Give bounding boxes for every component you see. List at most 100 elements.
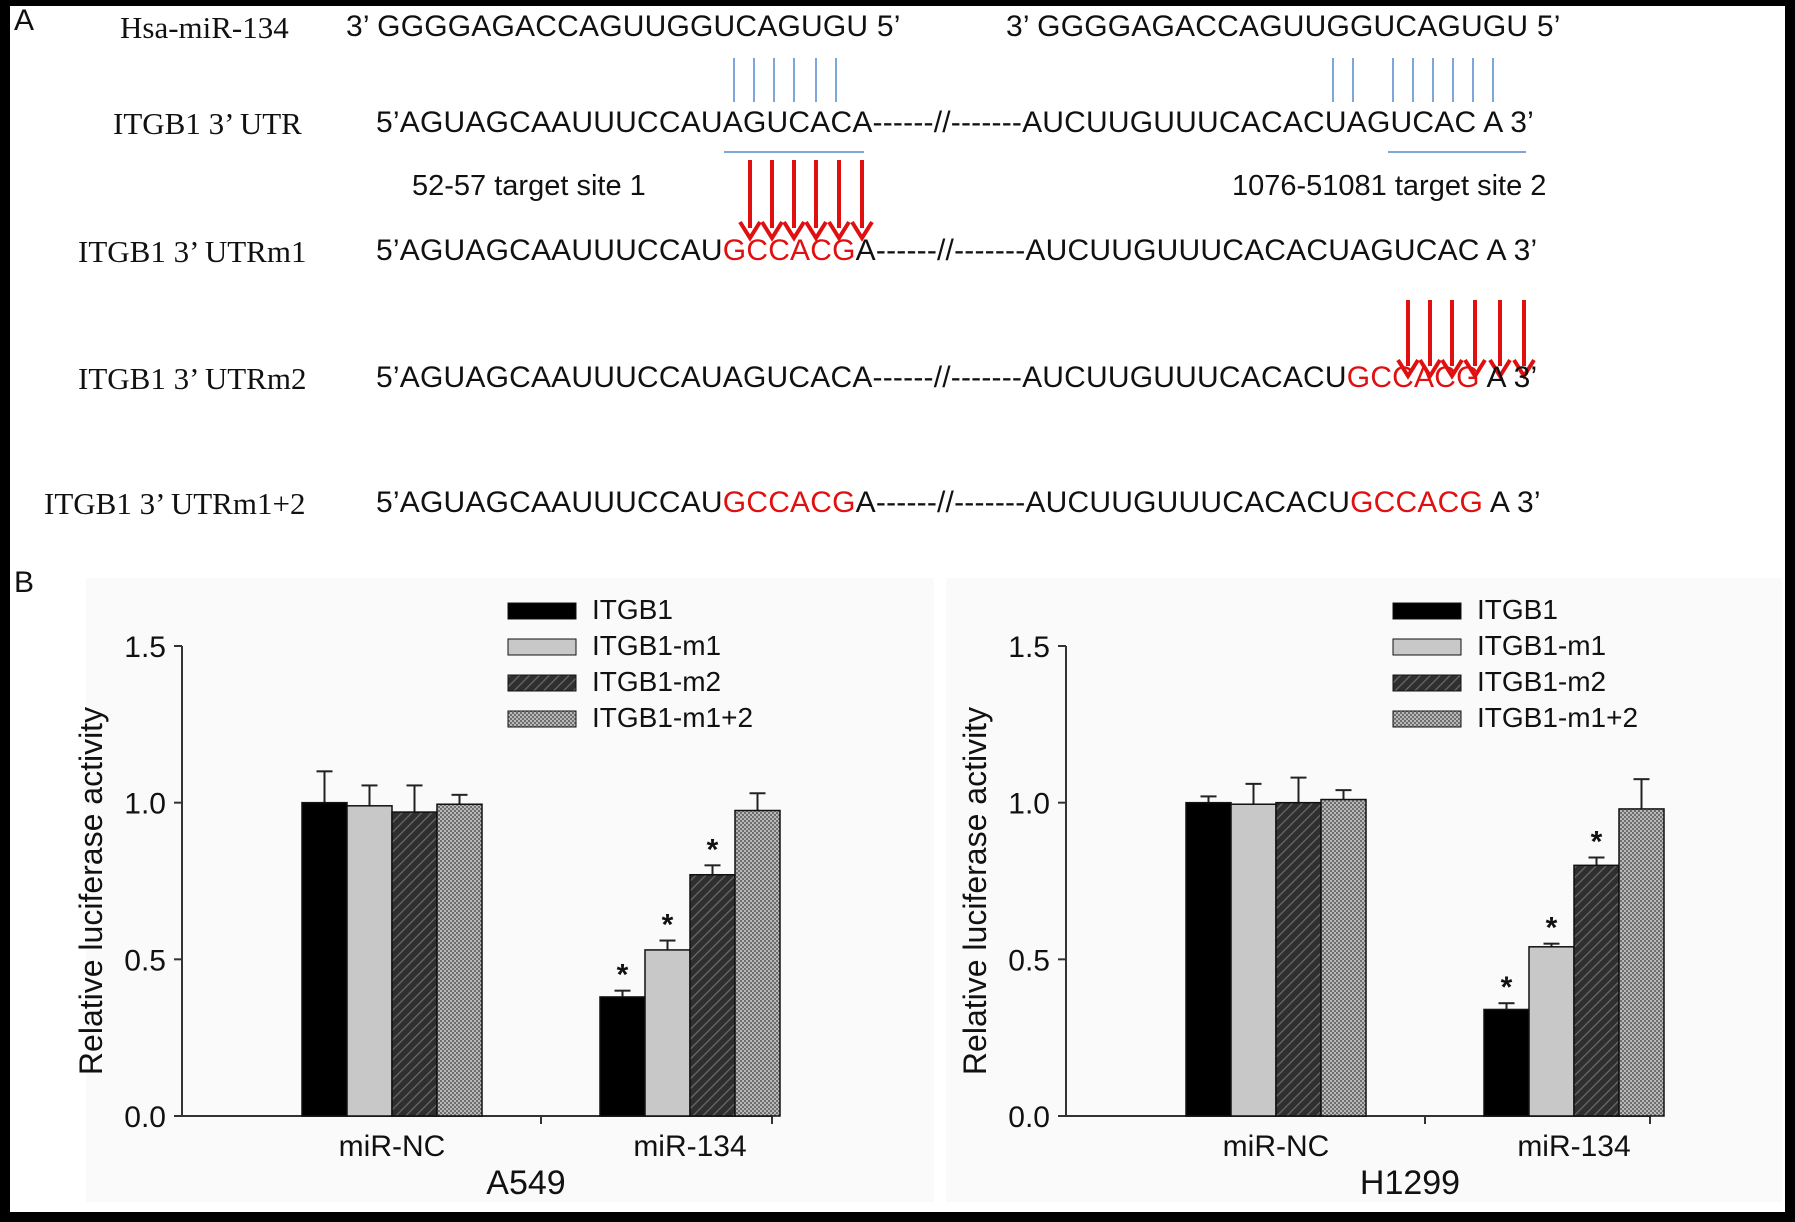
mutation-arrowhead <box>850 220 874 242</box>
bar <box>1320 798 1367 1117</box>
sequence-segment: 5’AGUAGCAAUUUCCAU <box>376 106 723 139</box>
y-tick-label: 1.5 <box>124 631 166 664</box>
mutation-arrowhead <box>1488 358 1512 380</box>
legend-swatch <box>507 602 577 620</box>
bar <box>346 805 393 1117</box>
significance-star: * <box>707 833 719 866</box>
utr-row-sequence: 5’AGUAGCAAUUUCCAUAGUCACA------//-------A… <box>376 106 1534 140</box>
sequence-segment: A 3’ <box>1479 361 1538 394</box>
bar <box>1528 946 1575 1117</box>
figure-canvas: A Hsa-miR-134 3’ GGGGAGACCAGUUGGUCAGUGU … <box>10 6 1785 1212</box>
sequence-segment: A------//-------AUCUUGUUUCACACU <box>855 486 1351 519</box>
x-category-label: miR-NC <box>1223 1130 1330 1163</box>
legend-label: ITGB1-m1+2 <box>592 702 753 733</box>
utr-row-label: ITGB1 3’ UTRm2 <box>78 361 307 396</box>
mutated-bases: GCCACG <box>1346 361 1480 394</box>
sequence-segment: 5’AGUAGCAAUUUCCAU <box>376 234 723 267</box>
bar <box>689 873 736 1117</box>
bar <box>1573 864 1620 1117</box>
legend-label: ITGB1-m1 <box>1477 630 1606 661</box>
target-site-1-label: 52-57 target site 1 <box>412 170 646 202</box>
sequence-segment: A 3’ <box>1482 486 1541 519</box>
legend-swatch <box>1392 674 1462 692</box>
y-axis-label: Relative luciferase activity <box>957 707 993 1075</box>
bar <box>1483 1008 1530 1117</box>
pairing-ticks-site-2 <box>1332 58 1494 102</box>
sequence-segment: AGUCACA------//-------AUCUUGUUUCACACU <box>722 106 1347 139</box>
bar <box>1230 803 1277 1117</box>
sequence-segment: A------//-------AUCUUGUUUCACACU <box>855 234 1351 267</box>
sequence-segment: AGUCAC A 3’ <box>1346 106 1535 139</box>
mutation-arrowhead <box>782 220 806 242</box>
mutation-arrows-site-2 <box>1396 300 1536 380</box>
mutated-bases: GCCACG <box>1350 486 1483 519</box>
bar <box>734 809 781 1117</box>
utr-row-label: ITGB1 3’ UTRm1+2 <box>44 486 306 521</box>
y-tick-label: 0.5 <box>1008 944 1050 977</box>
y-tick-label: 1.5 <box>1008 631 1050 664</box>
mutation-arrowhead <box>1463 358 1487 380</box>
sequence-segment: 5’AGUAGCAAUUUCCAU <box>376 486 723 519</box>
significance-star: * <box>1501 971 1513 1004</box>
legend-swatch <box>1392 638 1462 656</box>
mutation-arrowhead <box>1440 358 1464 380</box>
bar <box>301 801 348 1117</box>
mutation-arrowhead <box>804 220 828 242</box>
legend-label: ITGB1-m1+2 <box>1477 702 1638 733</box>
panel-b-label: B <box>14 566 35 599</box>
mutation-arrowhead <box>1418 358 1442 380</box>
mutation-arrows-site-1 <box>738 160 874 242</box>
mirna-sequence-2: 3’ GGGGAGACCAGUUGGUCAGUGU 5’ <box>1006 10 1561 43</box>
significance-star: * <box>617 959 629 992</box>
chart-a549: 0.0 0.5 1.0 1.5 Relative luciferase activity… <box>73 594 781 1202</box>
legend-label: ITGB1 <box>1477 594 1558 625</box>
x-category-label: miR-NC <box>339 1130 446 1163</box>
sequence-segment: 5’AGUAGCAAUUUCCAU <box>376 361 723 394</box>
y-tick-label: 0.5 <box>124 944 166 977</box>
pairing-ticks-site-1 <box>733 58 837 102</box>
bar <box>1275 801 1322 1117</box>
legend-swatch <box>507 674 577 692</box>
legend-label: ITGB1-m2 <box>592 666 721 697</box>
legend-swatch <box>507 638 577 656</box>
legend-label: ITGB1-m1 <box>592 630 721 661</box>
significance-star: * <box>662 909 674 942</box>
legend-label: ITGB1-m2 <box>1477 666 1606 697</box>
sequence-segment: AGUCACA------//-------AUCUUGUUUCACACU <box>722 361 1347 394</box>
mirna-sequence-1: 3’ GGGGAGACCAGUUGGUCAGUGU 5’ <box>346 10 901 43</box>
bar <box>391 811 438 1117</box>
bar <box>1618 808 1665 1117</box>
target-site-2-label: 1076-51081 target site 2 <box>1232 170 1547 202</box>
y-tick-label: 1.0 <box>1008 788 1050 821</box>
bar <box>644 949 691 1117</box>
legend-swatch <box>1392 602 1462 620</box>
utr-row-label: ITGB1 3’ UTR <box>113 106 302 141</box>
mutated-bases: GCCACG <box>722 486 856 519</box>
panel-a-label: A <box>14 6 35 37</box>
chart-h1299: 0.0 0.5 1.0 1.5 Relative luciferase activity… <box>957 594 1665 1202</box>
utr-row-sequence: 5’AGUAGCAAUUUCCAUGCCACGA------//-------A… <box>376 234 1537 268</box>
chart-title: H1299 <box>1360 1164 1460 1202</box>
bar-charts: 0.0 0.5 1.0 1.5 Relative luciferase activity… <box>73 594 1665 1202</box>
chart-title: A549 <box>486 1164 565 1202</box>
utr-row-label: ITGB1 3’ UTRm1 <box>78 234 307 269</box>
mutation-arrowhead <box>1396 358 1420 380</box>
bar <box>1185 801 1232 1117</box>
x-category-label: miR-134 <box>1517 1130 1630 1163</box>
utr-row-sequence: 5’AGUAGCAAUUUCCAUAGUCACA------//-------A… <box>376 361 1537 395</box>
significance-star: * <box>1546 912 1558 945</box>
mirna-label: Hsa-miR-134 <box>120 10 289 45</box>
mutation-arrowhead <box>760 220 784 242</box>
utr-row-sequence: 5’AGUAGCAAUUUCCAUGCCACGA------//-------A… <box>376 486 1541 520</box>
legend-swatch <box>1392 710 1462 728</box>
y-axis-label: Relative luciferase activity <box>73 707 109 1075</box>
sequence-segment: AGUCAC A 3’ <box>1350 234 1538 267</box>
significance-star: * <box>1591 826 1603 859</box>
mutation-arrowhead <box>827 220 851 242</box>
mutation-arrowhead <box>738 220 762 242</box>
pairing-lines <box>724 58 1536 380</box>
y-tick-label: 1.0 <box>124 788 166 821</box>
y-tick-label: 0.0 <box>124 1101 166 1134</box>
y-tick-label: 0.0 <box>1008 1101 1050 1134</box>
bar <box>436 803 483 1117</box>
